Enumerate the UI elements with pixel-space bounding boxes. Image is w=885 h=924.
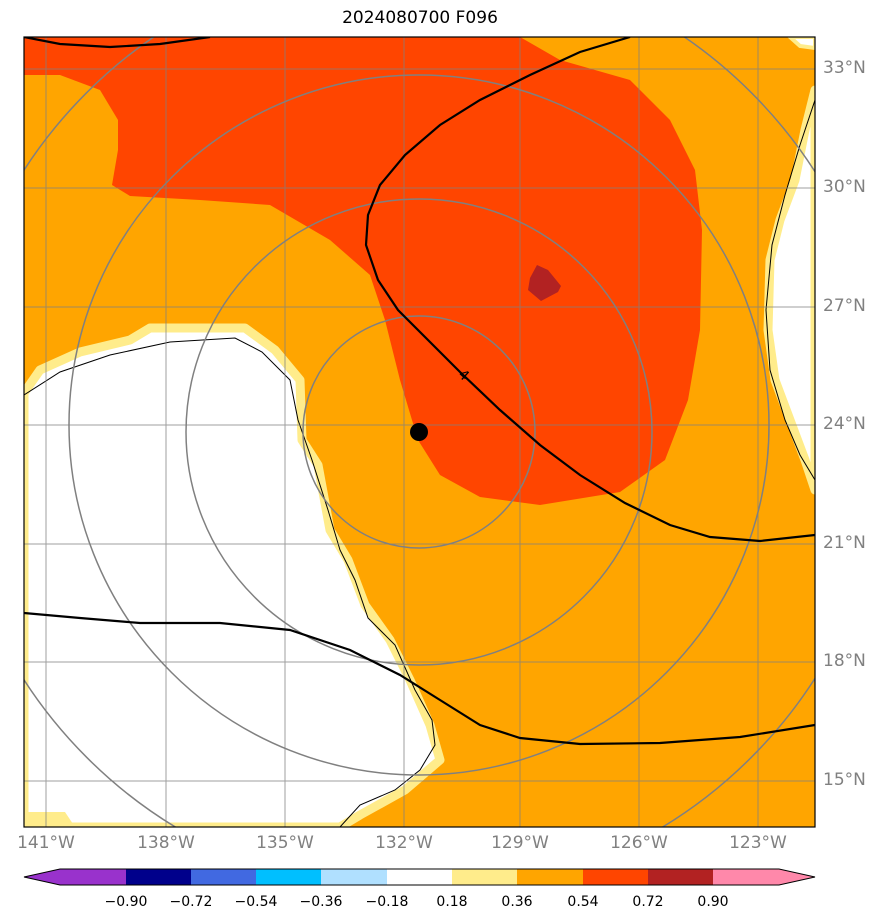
map-frame — [23, 36, 816, 828]
gridlines — [24, 37, 815, 827]
colorbar-tick: 0.36 — [501, 894, 533, 910]
lon-label-135w: 135°W — [256, 833, 314, 853]
colorbar-tick: −0.72 — [169, 894, 213, 910]
dark-red-spot — [528, 265, 561, 301]
colorbar-tick: −0.18 — [365, 894, 409, 910]
lat-label-27n: 27°N — [823, 296, 866, 316]
colorbar-tick: 0.18 — [436, 894, 468, 910]
colorbar-tick: 0.72 — [632, 894, 664, 910]
lat-label-15n: 15°N — [823, 770, 866, 790]
lat-label-21n: 21°N — [823, 533, 866, 553]
contour-north — [24, 37, 211, 49]
contour-lines — [24, 37, 815, 746]
colorbar-tick: −0.90 — [104, 894, 148, 910]
lon-label-123w: 123°W — [729, 833, 787, 853]
map-title: 2024080700 F096 — [342, 8, 498, 28]
coastline-west — [24, 337, 436, 827]
lon-label-132w: 132°W — [375, 833, 433, 853]
lat-label-24n: 24°N — [823, 414, 866, 434]
storm-center-marker — [410, 423, 428, 441]
lat-label-33n: 33°N — [823, 58, 866, 78]
colorbar-extend-right — [779, 869, 815, 885]
lon-label-126w: 126°W — [610, 833, 668, 853]
contour-main — [364, 37, 815, 543]
lat-label-30n: 30°N — [823, 177, 866, 197]
lat-label-18n: 18°N — [823, 651, 866, 671]
range-rings — [24, 37, 815, 827]
lon-label-141w: 141°W — [17, 833, 75, 853]
colorbar — [23, 868, 816, 886]
colorbar-extend-left — [24, 869, 60, 885]
range-ring-3 — [68, 74, 770, 776]
white-corner-ne — [787, 37, 815, 51]
colorbar-tick: 0.54 — [567, 894, 599, 910]
range-ring-1 — [302, 315, 536, 549]
coastline-east — [765, 99, 815, 481]
contour-south — [24, 611, 815, 746]
white-region-east — [763, 85, 815, 495]
red-orange-region — [24, 37, 702, 505]
colorbar-tick: −0.54 — [234, 894, 278, 910]
range-ring-2 — [185, 198, 653, 666]
small-yellow-sw — [24, 812, 75, 827]
colorbar-tick: 0.90 — [697, 894, 729, 910]
lon-label-138w: 138°W — [137, 833, 195, 853]
colorbar-tick: −0.36 — [299, 894, 343, 910]
lon-label-129w: 129°W — [491, 833, 549, 853]
